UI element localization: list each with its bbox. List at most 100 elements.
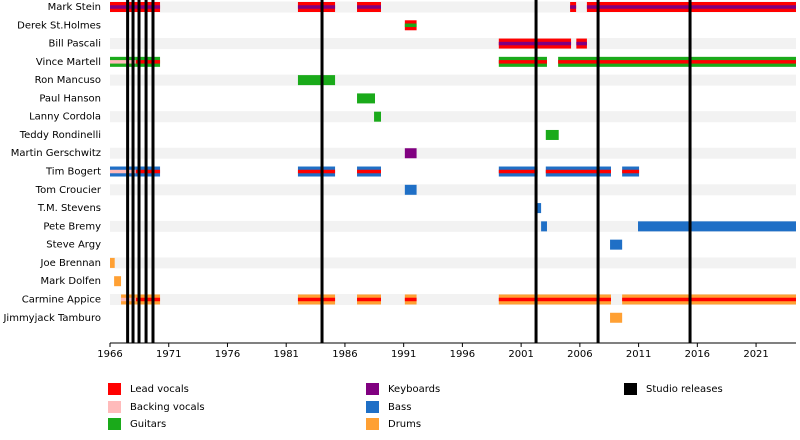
member-name: Bill Pascali [49, 39, 101, 50]
legend-label: Bass [388, 402, 411, 413]
bar-stripe [110, 169, 136, 174]
member-bar [135, 294, 161, 305]
row-band [110, 220, 796, 232]
member-bar [297, 75, 336, 86]
bar-stripe [110, 5, 161, 9]
bar-stripe [498, 297, 611, 302]
row-band [110, 293, 796, 305]
bar-main [545, 129, 559, 140]
member-bar [638, 221, 796, 232]
member-bar [110, 257, 115, 268]
x-tick-label: 2001 [508, 349, 533, 360]
legend-swatch [366, 418, 379, 430]
member-bar [536, 203, 542, 214]
member-bar [622, 294, 796, 305]
member-bar [110, 2, 161, 12]
bar-main [114, 276, 122, 287]
member-bar [404, 148, 417, 159]
bar-main [610, 239, 623, 250]
bar-main [374, 111, 381, 122]
member-bar [541, 221, 547, 232]
member-bar [498, 294, 611, 305]
bar-stripe [558, 60, 796, 64]
legend-swatch [108, 418, 121, 430]
legend-label: Guitars [130, 419, 166, 430]
member-bar [404, 20, 417, 31]
legend-swatch [624, 383, 637, 395]
row-band [110, 74, 796, 86]
member-bar [498, 166, 538, 177]
bar-main [638, 221, 796, 232]
legend-swatch [366, 401, 379, 413]
bar-stripe [545, 169, 611, 174]
member-bar [576, 38, 587, 49]
x-tick-label: 2006 [567, 349, 592, 360]
member-name: Paul Hanson [39, 93, 101, 104]
member-name: Jimmyjack Tamburo [2, 313, 101, 324]
x-tick-label: 2021 [743, 349, 768, 360]
member-name: Pete Bremy [43, 221, 101, 232]
member-bar [570, 2, 577, 12]
member-name: Martin Gerschwitz [11, 148, 101, 159]
legend-swatch [108, 383, 121, 395]
bar-main [536, 203, 542, 214]
bar-stripe [576, 41, 587, 46]
x-tick-label: 1986 [332, 349, 357, 360]
member-name: Ron Mancuso [35, 75, 101, 86]
member-bar [357, 93, 376, 104]
member-bar [114, 276, 122, 287]
x-tick-label: 1971 [156, 349, 181, 360]
bar-stripe [498, 169, 538, 174]
member-bar [404, 294, 417, 305]
bar-stripe [297, 5, 336, 9]
member-name: Mark Dolfen [41, 276, 101, 287]
x-tick-label: 1976 [215, 349, 240, 360]
member-bar [110, 56, 136, 67]
member-bar [498, 56, 547, 67]
member-bar [357, 2, 381, 12]
x-tick-label: 1991 [391, 349, 416, 360]
bar-stripe [297, 297, 336, 302]
bar-stripe [135, 60, 161, 64]
bar-stripe [622, 169, 640, 174]
member-name: Steve Argy [46, 240, 101, 251]
member-bar [545, 166, 611, 177]
bar-main [404, 184, 417, 195]
x-tick-label: 2011 [626, 349, 651, 360]
legend-swatch [108, 401, 121, 413]
member-name: Tom Croucier [35, 185, 102, 196]
member-bar [110, 166, 136, 177]
member-bar [297, 2, 336, 12]
x-tick-label: 1996 [450, 349, 475, 360]
row-band [110, 38, 796, 50]
x-tick-label: 1966 [97, 349, 122, 360]
legend-label: Backing vocals [130, 402, 205, 413]
bar-main [610, 312, 623, 323]
row-band [110, 111, 796, 123]
row-band [110, 1, 796, 13]
member-bar [135, 56, 161, 67]
bar-main [357, 93, 376, 104]
member-name: Teddy Rondinelli [19, 130, 101, 141]
member-bar [622, 166, 640, 177]
bar-stripe [135, 169, 161, 174]
bar-main [297, 75, 336, 86]
row-band [110, 257, 796, 269]
legend-swatch [366, 383, 379, 395]
bar-stripe [570, 5, 577, 9]
bar-stripe [297, 169, 336, 174]
member-bar [404, 184, 417, 195]
bar-stripe [404, 297, 417, 302]
legend-label: Lead vocals [130, 384, 189, 395]
member-bar [297, 294, 336, 305]
bar-stripe [404, 23, 417, 28]
legend-label: Drums [388, 419, 421, 430]
member-bar [610, 312, 623, 323]
row-band [110, 184, 796, 196]
member-name: Carmine Appice [22, 294, 101, 305]
bar-stripe [110, 60, 136, 64]
member-name: T.M. Stevens [37, 203, 101, 214]
member-bar [297, 166, 336, 177]
bar-stripe [357, 5, 381, 9]
